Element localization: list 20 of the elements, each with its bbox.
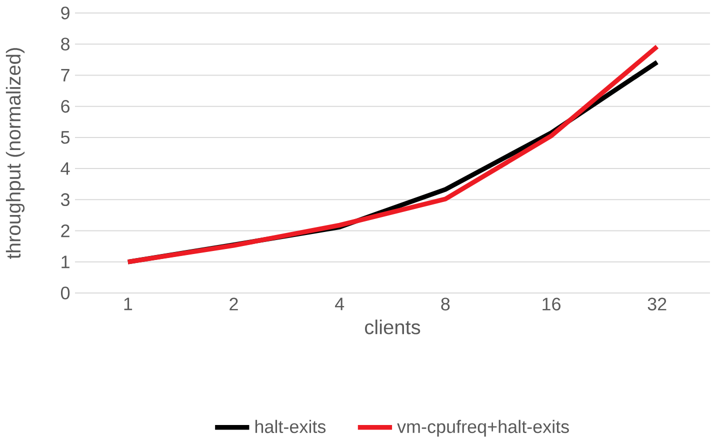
y-tick-label: 0 xyxy=(60,286,70,300)
y-tick-label: 7 xyxy=(61,69,70,82)
y-tick-label: 6 xyxy=(61,100,70,113)
legend-label: vm-cpufreq+halt-exits xyxy=(397,420,569,437)
x-tick-label: 8 xyxy=(441,298,450,310)
legend-label: halt-exits xyxy=(255,420,326,434)
y-tick-label: 5 xyxy=(60,131,70,144)
x-tick-label: 2 xyxy=(230,298,238,310)
x-tick-label: 16 xyxy=(542,298,560,310)
y-tick-label: 9 xyxy=(61,6,70,20)
y-tick-label: 1 xyxy=(62,256,70,268)
y-axis-title: throughput (normalized) xyxy=(6,48,25,259)
x-axis-title: clients xyxy=(365,320,420,334)
x-tick-label: 4 xyxy=(335,298,344,310)
y-tick-label: 4 xyxy=(60,162,70,175)
x-tick-label: 1 xyxy=(124,298,132,310)
x-tick-label: 32 xyxy=(648,298,666,310)
y-tick-label: 8 xyxy=(61,38,70,50)
y-tick-label: 3 xyxy=(60,193,70,206)
y-tick-label: 2 xyxy=(61,224,70,238)
